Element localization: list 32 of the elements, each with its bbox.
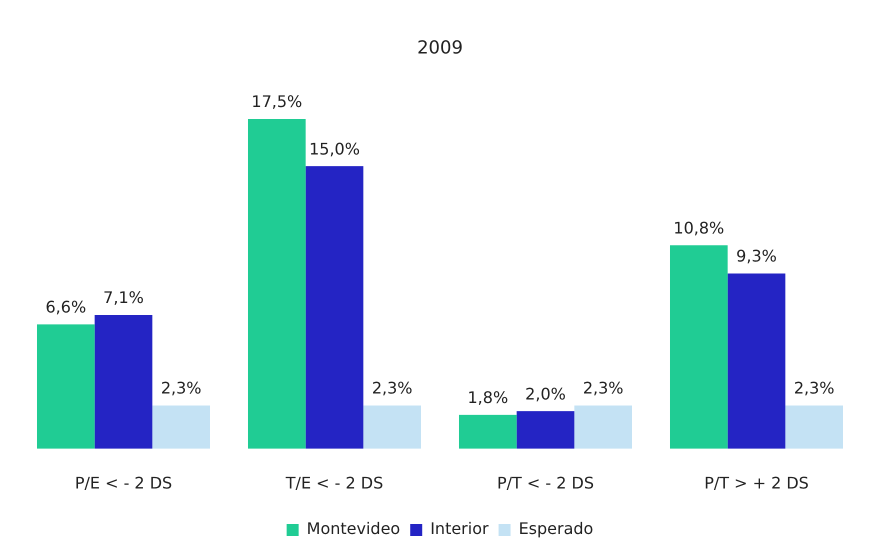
bar: [574, 405, 632, 449]
bar: [363, 405, 422, 449]
data-label: 2,3%: [160, 378, 202, 398]
data-label: 1,8%: [468, 388, 508, 408]
bar: [36, 324, 95, 449]
bar: [248, 119, 306, 449]
bar: [728, 274, 786, 449]
data-label: 7,1%: [103, 288, 144, 308]
bar: [306, 166, 364, 449]
legend-label: Montevideo: [306, 519, 400, 538]
data-label: 2,3%: [372, 378, 412, 398]
bar: [94, 315, 152, 449]
bar: [785, 405, 844, 449]
data-label: 2,3%: [794, 378, 834, 398]
data-label: 15,0%: [309, 139, 360, 158]
data-label: 2,0%: [525, 384, 566, 404]
bar: [670, 245, 728, 449]
x-tick-label: P/T > + 2 DS: [704, 474, 809, 493]
legend-label: Esperado: [518, 519, 594, 538]
bar: [152, 405, 210, 449]
data-label: 10,8%: [673, 218, 724, 238]
bar: [516, 411, 574, 449]
x-tick-label: P/E < - 2 DS: [74, 474, 172, 493]
data-label: 6,6%: [46, 298, 86, 317]
x-tick-label: P/T < - 2 DS: [497, 474, 594, 493]
bar: [458, 414, 517, 449]
data-label: 17,5%: [251, 92, 302, 112]
x-tick-label: T/E < - 2 DS: [284, 474, 384, 493]
data-label: 2,3%: [582, 378, 624, 398]
data-label: 9,3%: [736, 246, 777, 266]
legend-label: Interior: [430, 519, 489, 538]
chart-title: 2009: [417, 37, 463, 58]
